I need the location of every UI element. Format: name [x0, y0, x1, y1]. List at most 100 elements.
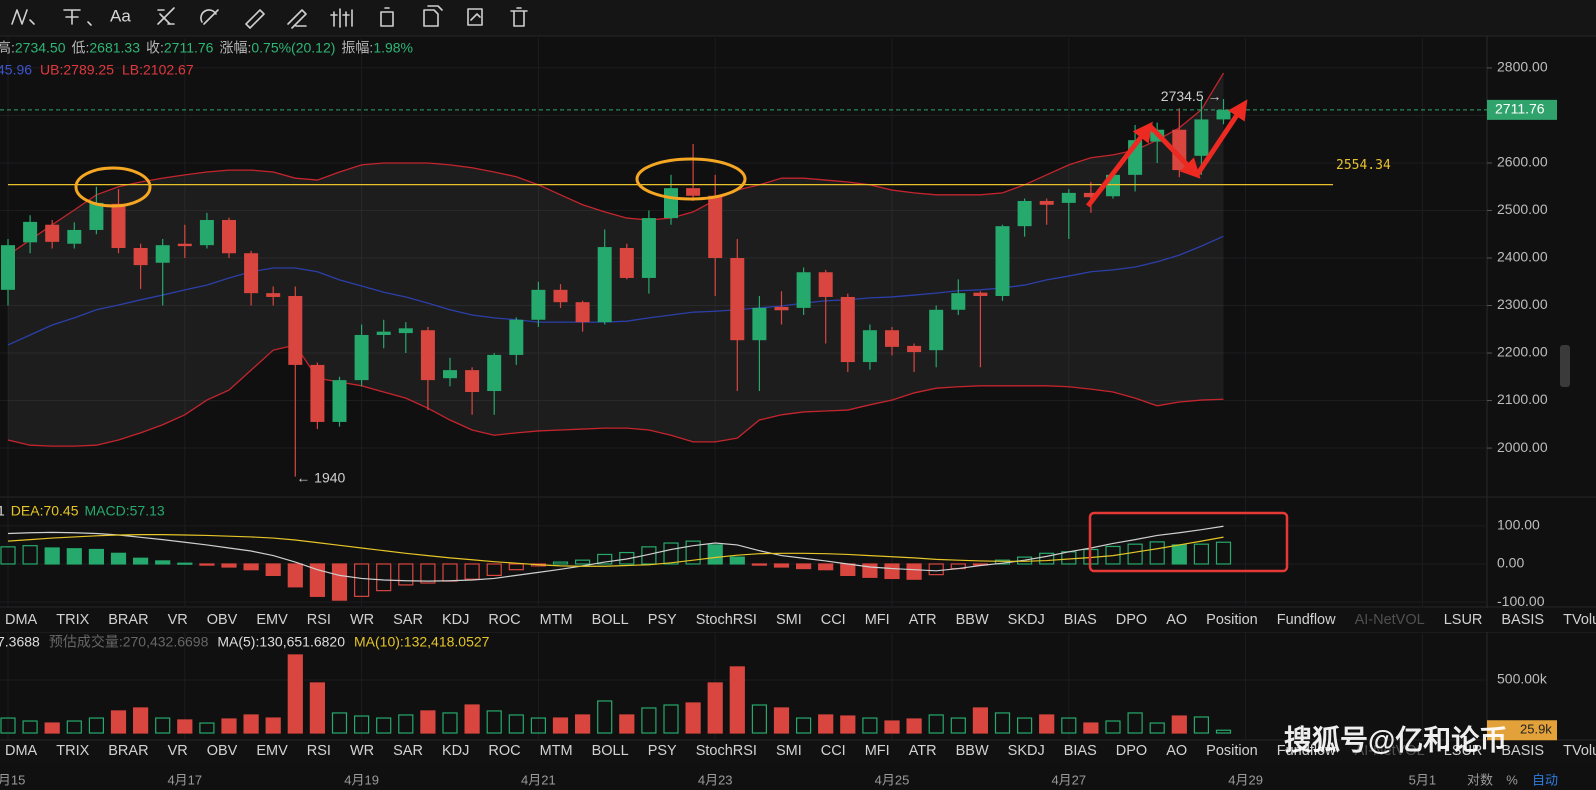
indicator-tab[interactable]: CCI	[821, 612, 846, 628]
indicator-tab[interactable]: KDJ	[442, 612, 469, 628]
indicator-tab[interactable]: Position	[1206, 612, 1258, 628]
indicator-tab[interactable]: DPO	[1116, 612, 1147, 628]
date-label: 4月17	[167, 772, 202, 787]
indicator-tab[interactable]: BBW	[956, 612, 989, 628]
indicator-tab[interactable]: SMI	[776, 743, 802, 759]
indicator-tab[interactable]: SAR	[393, 612, 423, 628]
tool-icon[interactable]	[11, 9, 35, 25]
indicator-tab[interactable]: EMV	[256, 743, 288, 759]
date-label: 4月19	[344, 772, 379, 787]
tool-icon[interactable]	[510, 7, 528, 27]
indicator-tab[interactable]: MTM	[540, 612, 573, 628]
indicator-tab[interactable]: SAR	[393, 743, 423, 759]
indicator-tab[interactable]: AI-NetVOL	[1355, 612, 1425, 628]
candle-body	[531, 289, 546, 320]
indicator-tab[interactable]: RSI	[307, 743, 331, 759]
indicator-tab[interactable]: PSY	[648, 612, 677, 628]
indicator-tab[interactable]: MFI	[865, 743, 890, 759]
boll-label: 45.96	[0, 62, 32, 78]
indicator-tab[interactable]: TRIX	[56, 612, 89, 628]
indicator-tab[interactable]: MFI	[865, 612, 890, 628]
tool-icon[interactable]	[330, 8, 353, 28]
indicator-tab[interactable]: BRAR	[108, 743, 148, 759]
indicator-tab[interactable]: TRIX	[56, 743, 89, 759]
volume-label: MA(10):132,418.0527	[354, 634, 490, 650]
indicator-tab[interactable]: OBV	[207, 612, 238, 628]
tool-icon[interactable]	[200, 9, 219, 25]
volume-bar	[398, 714, 414, 734]
indicator-tab[interactable]: BASIS	[1501, 743, 1544, 759]
indicator-tab[interactable]: OBV	[207, 743, 238, 759]
indicator-tab[interactable]: Fundflow	[1277, 743, 1336, 759]
indicator-tab[interactable]: Fundflow	[1277, 612, 1336, 628]
candle-body	[222, 219, 236, 254]
volume-bar	[1061, 717, 1077, 734]
volume-bar	[663, 704, 679, 734]
macd-bar	[751, 563, 768, 566]
tool-icon[interactable]	[287, 9, 307, 29]
tool-icon[interactable]	[380, 7, 394, 27]
y-tick-label: 100.00	[1497, 517, 1540, 533]
indicator-tab[interactable]: TVolume	[1563, 612, 1596, 628]
indicator-tab[interactable]: VR	[168, 612, 188, 628]
candle-body	[664, 188, 678, 219]
indicator-tab[interactable]: BOLL	[592, 612, 629, 628]
tool-icon[interactable]	[467, 8, 483, 26]
band-fill	[8, 73, 1224, 447]
indicator-tab[interactable]: ATR	[909, 612, 937, 628]
indicator-tab[interactable]: RSI	[307, 612, 331, 628]
candle-body	[487, 354, 502, 392]
tool-icon[interactable]	[63, 9, 92, 26]
tool-icon[interactable]	[423, 5, 443, 27]
indicator-tab[interactable]: DMA	[5, 743, 38, 759]
candle-body	[840, 296, 855, 363]
indicator-tab[interactable]: LSUR	[1444, 612, 1483, 628]
indicator-tab[interactable]: TVolume	[1563, 743, 1596, 759]
indicator-tab[interactable]: BBW	[956, 743, 989, 759]
indicator-tab[interactable]: StochRSI	[696, 612, 757, 628]
scroll-handle[interactable]	[1560, 345, 1570, 387]
indicator-tab[interactable]: BIAS	[1064, 612, 1097, 628]
macd-bar	[243, 563, 259, 571]
candle-body	[155, 245, 170, 263]
indicator-tab[interactable]: ROC	[488, 743, 520, 759]
indicator-tab[interactable]: KDJ	[442, 743, 469, 759]
indicator-tab[interactable]: PSY	[648, 743, 677, 759]
indicator-tab[interactable]: LSUR	[1444, 743, 1483, 759]
indicator-tab[interactable]: AI-NetVOL	[1355, 743, 1425, 759]
indicator-tab[interactable]: BRAR	[108, 612, 148, 628]
indicator-tab[interactable]: DMA	[5, 612, 38, 628]
tool-icon[interactable]	[245, 9, 265, 29]
macd-bar	[398, 563, 414, 586]
indicator-tab[interactable]: ATR	[909, 743, 937, 759]
indicator-tab[interactable]: SKDJ	[1008, 612, 1045, 628]
indicator-tab[interactable]: WR	[350, 743, 374, 759]
indicator-tab[interactable]: EMV	[256, 612, 288, 628]
indicator-tab[interactable]: AO	[1166, 612, 1187, 628]
indicator-tab[interactable]: BIAS	[1064, 743, 1097, 759]
indicator-tab[interactable]: Position	[1206, 743, 1258, 759]
tool-text[interactable]: Aa	[110, 6, 131, 25]
header-text: 1.98%	[373, 40, 413, 56]
date-label: 5月1	[1409, 772, 1436, 787]
tool-icon[interactable]	[157, 7, 175, 25]
volume-bar	[862, 717, 878, 734]
indicator-tab[interactable]: SMI	[776, 612, 802, 628]
indicator-tab[interactable]: AO	[1166, 743, 1187, 759]
lower-band	[7, 344, 1224, 447]
indicator-tab[interactable]: ROC	[488, 612, 520, 628]
indicator-tab[interactable]: CCI	[821, 743, 846, 759]
candle-body	[509, 319, 524, 355]
indicator-tab[interactable]: MTM	[540, 743, 573, 759]
indicator-tab[interactable]: DPO	[1116, 743, 1147, 759]
volume-bar	[309, 682, 325, 734]
macd-bar	[66, 548, 82, 565]
indicator-tab[interactable]: VR	[168, 743, 188, 759]
indicator-tab[interactable]: SKDJ	[1008, 743, 1045, 759]
indicator-tab[interactable]: WR	[350, 612, 374, 628]
volume-bar	[1083, 722, 1099, 734]
indicator-tab[interactable]: BASIS	[1501, 612, 1544, 628]
indicator-tab[interactable]: BOLL	[592, 743, 629, 759]
indicator-tab[interactable]: StochRSI	[696, 743, 757, 759]
macd-bar	[1127, 543, 1143, 565]
